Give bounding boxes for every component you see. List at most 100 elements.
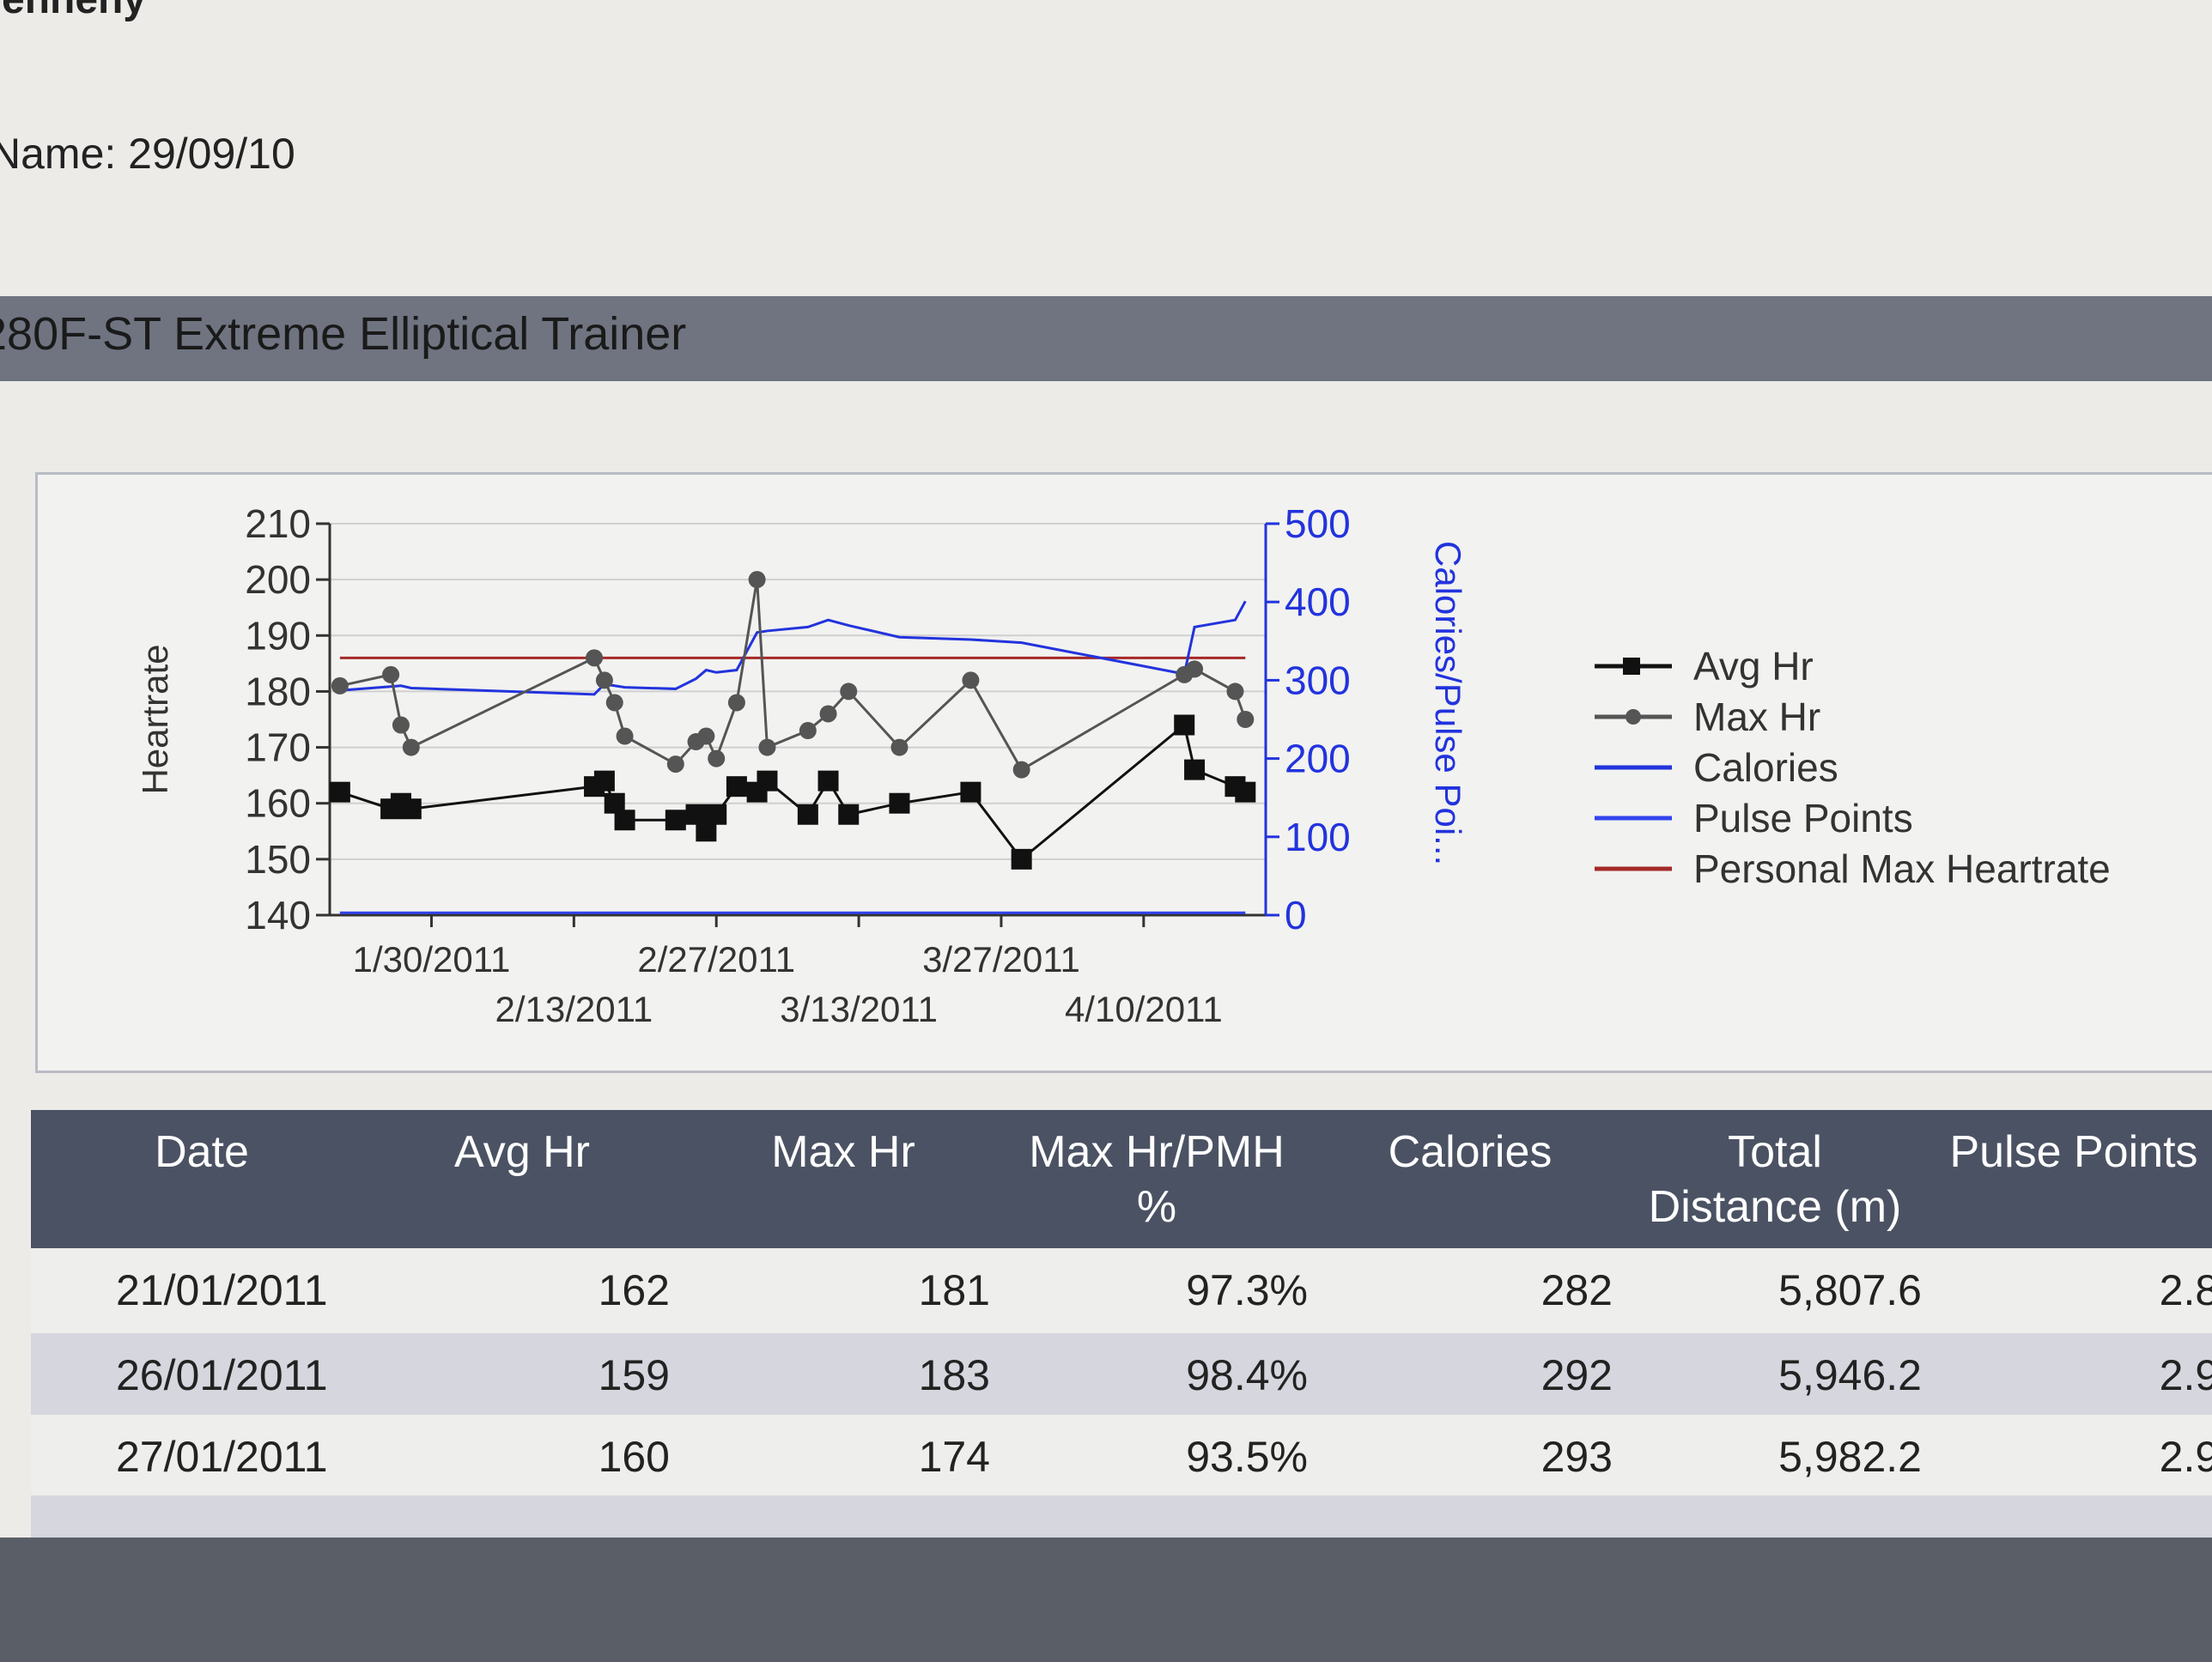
x-tick-label: 4/10/2011 bbox=[1065, 989, 1223, 1029]
point-marker bbox=[1237, 711, 1255, 728]
legend-label: Calories bbox=[1693, 745, 1838, 790]
table-header bbox=[31, 1110, 2212, 1248]
taskbar bbox=[0, 1538, 2212, 1662]
point-marker bbox=[748, 571, 766, 589]
column-header: Max Hr bbox=[771, 1127, 915, 1177]
legend-label: Max Hr bbox=[1693, 695, 1820, 739]
table-cell: 2.92 bbox=[2159, 1351, 2212, 1399]
point-marker bbox=[706, 804, 727, 825]
y2-tick-label: 300 bbox=[1285, 658, 1351, 702]
point-marker bbox=[1184, 759, 1206, 780]
table-cell: 93.5% bbox=[1186, 1433, 1308, 1481]
series-line bbox=[339, 579, 1247, 772]
table-cell: 26/01/2011 bbox=[116, 1351, 328, 1399]
user-name: enneny bbox=[2, 0, 146, 23]
point-marker bbox=[665, 810, 686, 831]
y-tick-label: 200 bbox=[245, 557, 311, 602]
x-tick-label: 3/27/2011 bbox=[922, 939, 1080, 980]
table-cell: 292 bbox=[1540, 1351, 1613, 1399]
column-header: Total Distance (m) bbox=[1648, 1127, 1902, 1232]
section-bar bbox=[0, 296, 2212, 381]
y-tick-label: 170 bbox=[245, 725, 311, 770]
section-title: 280F-ST Extreme Elliptical Trainer bbox=[0, 308, 687, 360]
table-cell: 5,982.2 bbox=[1778, 1433, 1922, 1481]
table-cell: 293 bbox=[1540, 1433, 1613, 1481]
y-tick-label: 210 bbox=[245, 501, 311, 546]
legend-label: Pulse Points bbox=[1693, 796, 1913, 840]
series-line bbox=[339, 722, 1247, 862]
chart-frame bbox=[35, 472, 2212, 1073]
y-axis-label: Heartrate bbox=[135, 644, 175, 794]
point-marker bbox=[840, 682, 858, 701]
column-header: Max Hr/PMH % bbox=[1029, 1127, 1285, 1232]
table-cell: 174 bbox=[918, 1433, 990, 1481]
column-header: Calories bbox=[1388, 1127, 1553, 1177]
point-marker bbox=[593, 770, 615, 792]
point-marker bbox=[890, 738, 908, 756]
point-marker bbox=[666, 755, 684, 773]
point-marker bbox=[960, 781, 981, 803]
point-marker bbox=[962, 671, 980, 689]
table-cell: 183 bbox=[918, 1351, 990, 1399]
table-cell: 2.82 bbox=[2159, 1266, 2212, 1314]
column-header: Avg Hr bbox=[454, 1127, 590, 1177]
table-cell: 162 bbox=[598, 1266, 670, 1314]
point-marker bbox=[402, 738, 420, 756]
column-header: Pulse Points bbox=[1949, 1127, 2198, 1177]
point-marker bbox=[838, 804, 860, 825]
point-marker bbox=[889, 792, 910, 814]
x-tick-label: 2/13/2011 bbox=[495, 989, 653, 1029]
table-cell: 159 bbox=[598, 1351, 670, 1399]
y2-tick-label: 400 bbox=[1285, 579, 1351, 624]
table-cell: 2.93 bbox=[2159, 1433, 2212, 1481]
legend-marker bbox=[1626, 709, 1641, 725]
point-marker bbox=[797, 804, 818, 825]
table-cell: 98.4% bbox=[1186, 1351, 1308, 1399]
point-marker bbox=[708, 749, 726, 767]
session-name: Name: 29/09/10 bbox=[0, 130, 295, 178]
table-row bbox=[31, 1415, 2212, 1495]
point-marker bbox=[392, 716, 410, 734]
point-marker bbox=[400, 798, 422, 820]
point-marker bbox=[329, 781, 350, 803]
point-marker bbox=[726, 776, 747, 798]
legend-label: Personal Max Heartrate bbox=[1693, 846, 2111, 891]
point-marker bbox=[799, 722, 817, 740]
point-marker bbox=[757, 770, 778, 792]
table-row bbox=[31, 1333, 2212, 1415]
x-tick-label: 3/13/2011 bbox=[780, 989, 938, 1029]
y-tick-label: 180 bbox=[245, 669, 311, 713]
table-cell: 21/01/2011 bbox=[116, 1266, 328, 1314]
table-cell: 97.3% bbox=[1186, 1266, 1308, 1314]
point-marker bbox=[1226, 682, 1244, 701]
table-cell: 5,946.2 bbox=[1778, 1351, 1922, 1399]
y2-axis-label: Calories/Pulse Poi... bbox=[1428, 541, 1468, 865]
point-marker bbox=[1012, 761, 1030, 779]
point-marker bbox=[1235, 781, 1256, 803]
column-header: Date bbox=[155, 1127, 249, 1177]
legend-marker bbox=[1623, 658, 1640, 675]
y2-tick-label: 200 bbox=[1285, 737, 1351, 781]
y2-tick-label: 100 bbox=[1285, 815, 1351, 859]
table-cell: 5,807.6 bbox=[1778, 1266, 1922, 1314]
point-marker bbox=[817, 770, 839, 792]
legend-label: Avg Hr bbox=[1693, 644, 1814, 688]
x-tick-label: 2/27/2011 bbox=[637, 939, 795, 980]
table-cell: 27/01/2011 bbox=[116, 1433, 328, 1481]
point-marker bbox=[331, 676, 349, 695]
y2-tick-label: 0 bbox=[1285, 893, 1307, 937]
cut-row bbox=[31, 1495, 2212, 1538]
point-marker bbox=[586, 649, 604, 667]
point-marker bbox=[382, 665, 400, 683]
point-marker bbox=[616, 727, 634, 745]
point-marker bbox=[595, 671, 613, 689]
chart: 140 150 160 170 180 190 200 210 0 100 200 300 400 500… bbox=[135, 501, 2111, 1029]
point-marker bbox=[727, 694, 745, 712]
table-cell: 160 bbox=[598, 1433, 670, 1481]
point-marker bbox=[819, 705, 837, 723]
point-marker bbox=[605, 694, 623, 712]
y-tick-label: 190 bbox=[245, 613, 311, 658]
point-marker bbox=[1174, 714, 1195, 736]
point-marker bbox=[697, 727, 715, 745]
